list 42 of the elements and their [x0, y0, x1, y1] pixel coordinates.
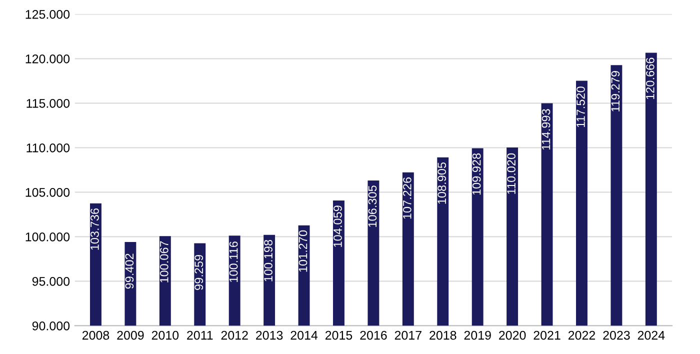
data-label: 120.666: [646, 58, 654, 100]
x-tick-label: 2008: [82, 330, 110, 340]
y-tick-label: 95.000: [32, 276, 70, 286]
x-tick-label: 2016: [360, 330, 387, 340]
data-label: 99.259: [194, 254, 204, 290]
data-label: 107.226: [402, 177, 412, 219]
data-label: 117.520: [576, 86, 585, 128]
data-label: 101.270: [298, 230, 308, 272]
y-tick-label: 125.000: [26, 10, 70, 19]
data-label: 106.305: [368, 186, 377, 227]
data-label: 114.993: [542, 109, 550, 150]
data-label: 100.067: [160, 241, 168, 282]
data-label: 100.198: [264, 240, 272, 282]
y-tick-label: 115.000: [26, 98, 70, 108]
x-tick-label: 2019: [464, 330, 491, 340]
y-tick-label: 105.000: [26, 188, 70, 197]
data-label: 100.116: [229, 242, 238, 282]
x-tick-label: 2012: [221, 330, 248, 340]
data-label: 109.928: [472, 153, 481, 195]
x-tick-label: 2020: [499, 330, 526, 340]
x-tick-label: 2018: [430, 330, 456, 340]
x-tick-label: 2023: [603, 330, 630, 340]
data-label: 108.905: [438, 162, 446, 204]
x-tick-label: 2015: [325, 330, 352, 340]
data-label: 119.279: [611, 71, 620, 112]
x-tick-label: 2014: [290, 330, 318, 340]
y-tick-label: 110.000: [26, 143, 70, 152]
y-tick-label: 120.000: [26, 54, 70, 64]
y-tick-label: 90.000: [32, 321, 70, 330]
x-tick-label: 2022: [568, 330, 596, 340]
x-tick-label: 2009: [117, 330, 144, 340]
x-tick-label: 2021: [534, 330, 560, 340]
data-label: 104.059: [334, 206, 342, 247]
data-label: 99.402: [125, 254, 134, 289]
x-tick-label: 2024: [638, 330, 665, 340]
y-tick-label: 100.000: [26, 232, 70, 242]
data-label: 110.020: [507, 153, 516, 194]
x-tick-label: 2013: [256, 330, 283, 340]
x-tick-label: 2011: [187, 330, 213, 340]
x-tick-label: 2010: [152, 330, 179, 340]
data-label: 103.736: [90, 208, 99, 250]
x-tick-label: 2017: [394, 330, 422, 340]
